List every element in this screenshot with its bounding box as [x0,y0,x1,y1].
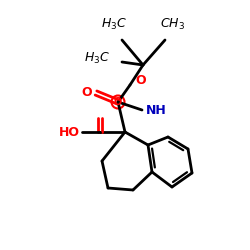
Text: NH: NH [146,104,167,117]
Text: O: O [135,74,145,88]
Text: O: O [82,86,92,98]
Text: $H_3C$: $H_3C$ [84,50,110,66]
Text: O: O [114,97,122,107]
Text: HO: HO [59,126,80,138]
Text: $CH_3$: $CH_3$ [160,17,186,32]
Text: $H_3C$: $H_3C$ [101,17,127,32]
